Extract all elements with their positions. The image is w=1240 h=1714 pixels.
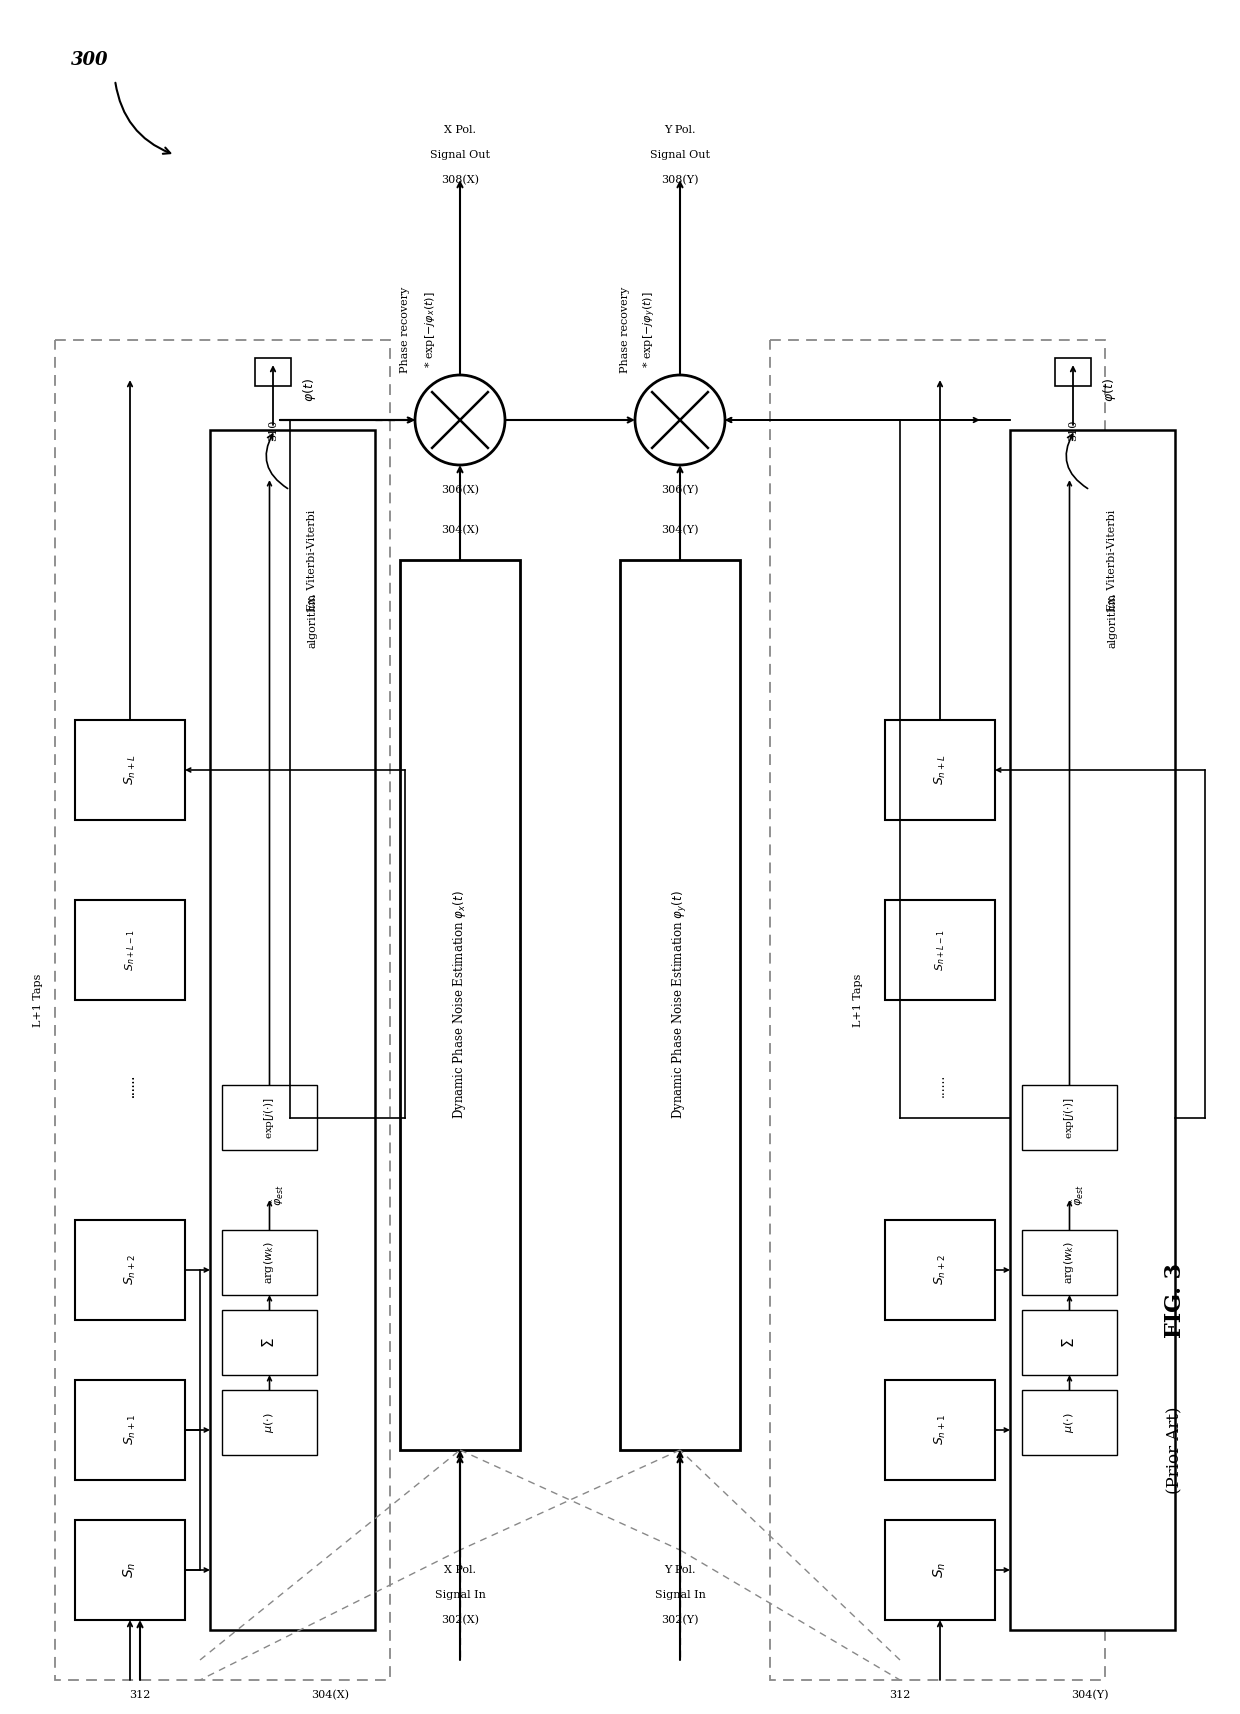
Bar <box>74 1220 185 1320</box>
Text: 304(Y): 304(Y) <box>661 524 699 535</box>
Bar <box>1022 1085 1117 1150</box>
Bar <box>885 720 994 819</box>
Text: Signal Out: Signal Out <box>430 151 490 159</box>
Bar <box>74 1380 185 1479</box>
Text: Ex. Viterbi-Viterbi: Ex. Viterbi-Viterbi <box>308 509 317 610</box>
Text: $S_{n+2}$: $S_{n+2}$ <box>123 1255 138 1286</box>
Bar <box>885 1380 994 1479</box>
Text: $S_n$: $S_n$ <box>931 1561 949 1579</box>
Bar <box>255 358 291 386</box>
Bar <box>885 900 994 999</box>
Text: Dynamic Phase Noise Estimation $\varphi_y(t)$: Dynamic Phase Noise Estimation $\varphi_… <box>671 891 689 1119</box>
Bar <box>885 1520 994 1620</box>
Bar <box>74 720 185 819</box>
Bar <box>222 1085 317 1150</box>
Text: arg$(w_k)$: arg$(w_k)$ <box>1063 1241 1076 1284</box>
Bar <box>770 339 1105 1680</box>
FancyArrowPatch shape <box>115 82 170 154</box>
Text: $S_{n+1}$: $S_{n+1}$ <box>932 1414 947 1445</box>
Text: X Pol.: X Pol. <box>444 1565 476 1575</box>
Bar <box>1011 430 1176 1630</box>
Bar <box>401 560 520 1450</box>
Text: ......: ...... <box>934 1073 946 1097</box>
Text: Signal In: Signal In <box>434 1591 485 1599</box>
Text: X Pol.: X Pol. <box>444 125 476 135</box>
Bar <box>222 1231 317 1296</box>
Text: $S_{n+1}$: $S_{n+1}$ <box>123 1414 138 1445</box>
Text: exp$[j(\cdot)]$: exp$[j(\cdot)]$ <box>263 1097 277 1138</box>
Text: $\varphi(t)$: $\varphi(t)$ <box>1101 379 1118 401</box>
Text: $\Sigma$: $\Sigma$ <box>1061 1337 1078 1347</box>
Text: 310: 310 <box>268 420 278 440</box>
Text: FIG. 3: FIG. 3 <box>1164 1263 1185 1337</box>
Text: 312: 312 <box>129 1690 151 1700</box>
Bar <box>55 339 391 1680</box>
Text: Phase recovery: Phase recovery <box>401 286 410 374</box>
Text: $S_{n+L-1}$: $S_{n+L-1}$ <box>123 929 136 970</box>
FancyArrowPatch shape <box>267 434 288 488</box>
Text: (Prior Art): (Prior Art) <box>1167 1405 1183 1493</box>
Text: $S_n$: $S_n$ <box>122 1561 138 1579</box>
Text: 308(Y): 308(Y) <box>661 175 699 185</box>
Bar <box>1022 1390 1117 1455</box>
Bar <box>210 430 374 1630</box>
Text: L+1 Taps: L+1 Taps <box>33 974 43 1027</box>
Text: 302(Y): 302(Y) <box>661 1615 699 1625</box>
Text: $\mu(\cdot)$: $\mu(\cdot)$ <box>263 1412 277 1433</box>
Text: exp$[j(\cdot)]$: exp$[j(\cdot)]$ <box>1063 1097 1076 1138</box>
Text: $S_{n+L-1}$: $S_{n+L-1}$ <box>934 929 947 970</box>
Text: 310: 310 <box>1068 420 1078 440</box>
Text: algorithm: algorithm <box>308 593 317 648</box>
Bar <box>74 900 185 999</box>
Text: $\mu(\cdot)$: $\mu(\cdot)$ <box>1063 1412 1076 1433</box>
Text: Signal In: Signal In <box>655 1591 706 1599</box>
Bar <box>620 560 740 1450</box>
Text: 300: 300 <box>71 51 109 69</box>
Text: 308(X): 308(X) <box>441 175 479 185</box>
Text: 304(X): 304(X) <box>441 524 479 535</box>
Text: Ex. Viterbi-Viterbi: Ex. Viterbi-Viterbi <box>1107 509 1117 610</box>
Text: L+1 Taps: L+1 Taps <box>853 974 863 1027</box>
Text: Phase recovery: Phase recovery <box>620 286 630 374</box>
Text: $S_{n+L}$: $S_{n+L}$ <box>123 754 138 785</box>
Circle shape <box>415 375 505 464</box>
Text: Y Pol.: Y Pol. <box>665 1565 696 1575</box>
Text: 306(Y): 306(Y) <box>661 485 699 495</box>
Text: Y Pol.: Y Pol. <box>665 125 696 135</box>
Bar <box>885 1220 994 1320</box>
Bar <box>222 1390 317 1455</box>
Text: algorithm: algorithm <box>1107 593 1117 648</box>
Bar <box>1055 358 1091 386</box>
Text: 312: 312 <box>889 1690 910 1700</box>
Text: $\hat{\varphi}_{est}$: $\hat{\varphi}_{est}$ <box>269 1184 285 1205</box>
Text: $S_{n+2}$: $S_{n+2}$ <box>932 1255 947 1286</box>
Text: Dynamic Phase Noise Estimation $\varphi_x(t)$: Dynamic Phase Noise Estimation $\varphi_… <box>451 891 469 1119</box>
Circle shape <box>635 375 725 464</box>
Text: 306(X): 306(X) <box>441 485 479 495</box>
Text: * exp$[-j\varphi_y(t)]$: * exp$[-j\varphi_y(t)]$ <box>642 291 658 369</box>
Text: Signal Out: Signal Out <box>650 151 711 159</box>
Text: * exp$[-j\varphi_x(t)]$: * exp$[-j\varphi_x(t)]$ <box>423 291 436 369</box>
Text: $\Sigma$: $\Sigma$ <box>262 1337 278 1347</box>
Text: arg$(w_k)$: arg$(w_k)$ <box>263 1241 277 1284</box>
Text: $S_{n+L}$: $S_{n+L}$ <box>932 754 947 785</box>
Text: $\hat{\varphi}_{est}$: $\hat{\varphi}_{est}$ <box>1069 1184 1086 1205</box>
Bar <box>1022 1309 1117 1375</box>
Bar <box>1022 1231 1117 1296</box>
Bar <box>74 1520 185 1620</box>
Text: $\varphi(t)$: $\varphi(t)$ <box>301 379 319 401</box>
FancyArrowPatch shape <box>1066 434 1087 488</box>
Bar <box>222 1309 317 1375</box>
Text: 304(X): 304(X) <box>311 1690 348 1700</box>
Text: ......: ...... <box>124 1073 136 1097</box>
Text: 302(X): 302(X) <box>441 1615 479 1625</box>
Text: 304(Y): 304(Y) <box>1071 1690 1109 1700</box>
Text: ......: ...... <box>124 1073 136 1097</box>
